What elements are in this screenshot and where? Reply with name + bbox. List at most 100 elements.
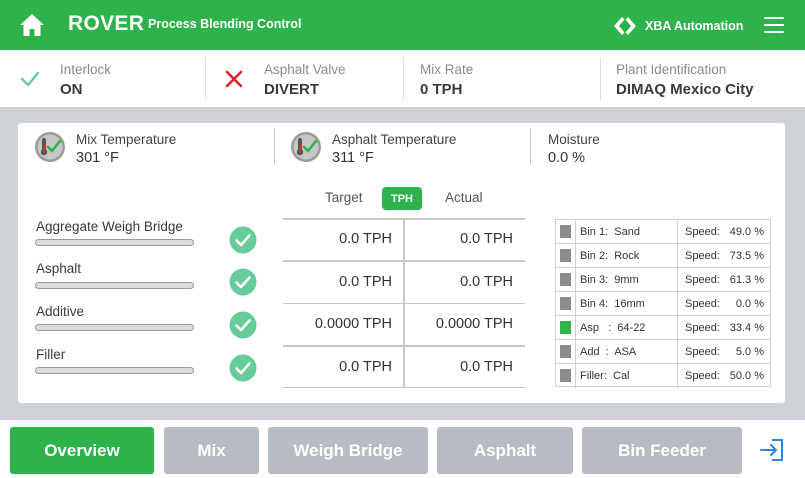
metric-label: Asphalt Temperature [332,132,457,147]
bin-row: Bin 1: Sand Speed: 49.0 % [556,220,770,244]
progress-bar [35,282,194,289]
bin-status-indicator [560,297,571,310]
nav-overview-button[interactable]: Overview [10,427,154,474]
bin-name: Bin 2: Rock [580,250,640,262]
status-value: DIMAQ Mexico City [616,81,754,98]
home-icon[interactable] [19,13,45,37]
divider [600,58,601,100]
bin-row: Bin 4: 16mm Speed: 0.0 % [556,292,770,316]
progress-bar [35,367,194,374]
status-interlock: Interlock ON [0,50,205,107]
brand: XBA Automation [613,14,743,38]
actual-value: 0.0 TPH [460,231,513,248]
target-value: 0.0000 TPH [314,316,392,333]
bin-row: Bin 2: Rock Speed: 73.5 % [556,244,770,268]
row-label-filler: Filler [36,347,66,362]
status-bar: Interlock ON Asphalt Valve DIVERT Mix Ra… [0,50,805,107]
bin-speed-value: 50.0 % [729,370,764,382]
bin-speed-label: Speed: [685,274,720,286]
bin-speed-label: Speed: [685,346,720,358]
status-label: Plant Identification [616,62,727,77]
bin-name: Filler: Cal [580,370,630,382]
status-label: Mix Rate [420,62,474,77]
bin-speed-label: Speed: [685,322,720,334]
thermometer-check-icon [291,132,321,162]
divider [274,128,275,164]
bin-status-indicator [560,321,571,334]
target-column-header: Target [325,190,363,205]
metric-value: 301 °F [76,150,119,166]
nav-asphalt-button[interactable]: Asphalt [437,427,573,474]
actual-column-header: Actual [445,190,483,205]
nav-mix-button[interactable]: Mix [164,427,259,474]
actual-value: 0.0000 TPH [435,316,513,333]
app-subtitle: Process Blending Control [148,17,302,31]
tph-table: 0.0 TPH 0.0 TPH 0.0 TPH 0.0 TPH 0.0000 T… [283,218,525,388]
divider [403,218,405,388]
nav-weigh-bridge-button[interactable]: Weigh Bridge [268,427,428,474]
bin-row: Add : ASA Speed: 5.0 % [556,340,770,364]
status-value: 0 TPH [420,81,463,98]
nav-bin-feeder-button[interactable]: Bin Feeder [582,427,742,474]
divider [205,58,206,100]
check-circle-icon [229,226,257,254]
metric-label: Moisture [548,132,600,147]
bin-name: Bin 4: 16mm [580,298,645,310]
metric-value: 0.0 % [548,150,586,166]
bin-name: Add : ASA [580,346,637,358]
divider [530,128,531,164]
target-value: 0.0 TPH [339,358,392,375]
check-icon [20,71,40,87]
status-plant-id: Plant Identification DIMAQ Mexico City [601,50,805,107]
brand-logo-icon [614,17,636,35]
bin-status-indicator [560,225,571,238]
progress-bar [35,239,194,246]
bin-speed-value: 33.4 % [729,322,764,334]
unit-toggle-button[interactable]: TPH [382,187,422,210]
bin-row: Bin 3: 9mm Speed: 61.3 % [556,268,770,292]
app-title: ROVER [68,12,145,35]
status-mix-rate: Mix Rate 0 TPH [404,50,600,107]
metric-value: 311 °F [332,150,374,166]
bin-speed-value: 61.3 % [729,274,764,286]
status-label: Asphalt Valve [264,62,346,77]
bin-status-indicator [560,345,571,358]
bin-speed-label: Speed: [685,226,720,238]
bin-speed-value: 49.0 % [729,226,764,238]
bin-speed-label: Speed: [685,370,720,382]
hamburger-menu-icon[interactable] [764,17,784,33]
overview-panel [18,123,785,403]
check-circle-icon [229,354,257,382]
bin-speed-label: Speed: [685,250,720,262]
metric-label: Mix Temperature [76,132,177,147]
bin-name: Bin 3: 9mm [580,274,639,286]
x-icon [225,70,243,88]
bin-speed-value: 73.5 % [729,250,764,262]
bin-speed-label: Speed: [685,298,720,310]
check-circle-icon [229,268,257,296]
brand-name: XBA Automation [645,19,744,33]
row-label-asphalt: Asphalt [36,261,82,276]
status-value: DIVERT [264,81,320,98]
bin-status-indicator [560,249,571,262]
bin-speed-value: 5.0 % [735,346,764,358]
metric-asphalt-temperature: Asphalt Temperature 311 °F [290,130,520,170]
target-value: 0.0 TPH [339,231,392,248]
status-label: Interlock [60,62,112,77]
status-value: ON [60,81,83,98]
row-label-additive: Additive [36,304,85,319]
metric-mix-temperature: Mix Temperature 301 °F [34,130,264,170]
metric-moisture: Moisture 0.0 % [548,130,748,170]
target-value: 0.0 TPH [339,273,392,290]
bin-speed-value: 0.0 % [735,298,764,310]
sign-in-icon[interactable] [758,436,786,464]
actual-value: 0.0 TPH [460,358,513,375]
check-circle-icon [229,311,257,339]
status-asphalt-valve: Asphalt Valve DIVERT [206,50,403,107]
bin-status-indicator [560,273,571,286]
bin-name: Asp : 64-22 [580,322,646,334]
bin-row: Filler: Cal Speed: 50.0 % [556,364,770,388]
progress-bar [35,324,194,331]
bin-row: Asp : 64-22 Speed: 33.4 % [556,316,770,340]
bin-table: Bin 1: Sand Speed: 49.0 % Bin 2: Rock Sp… [555,219,771,388]
